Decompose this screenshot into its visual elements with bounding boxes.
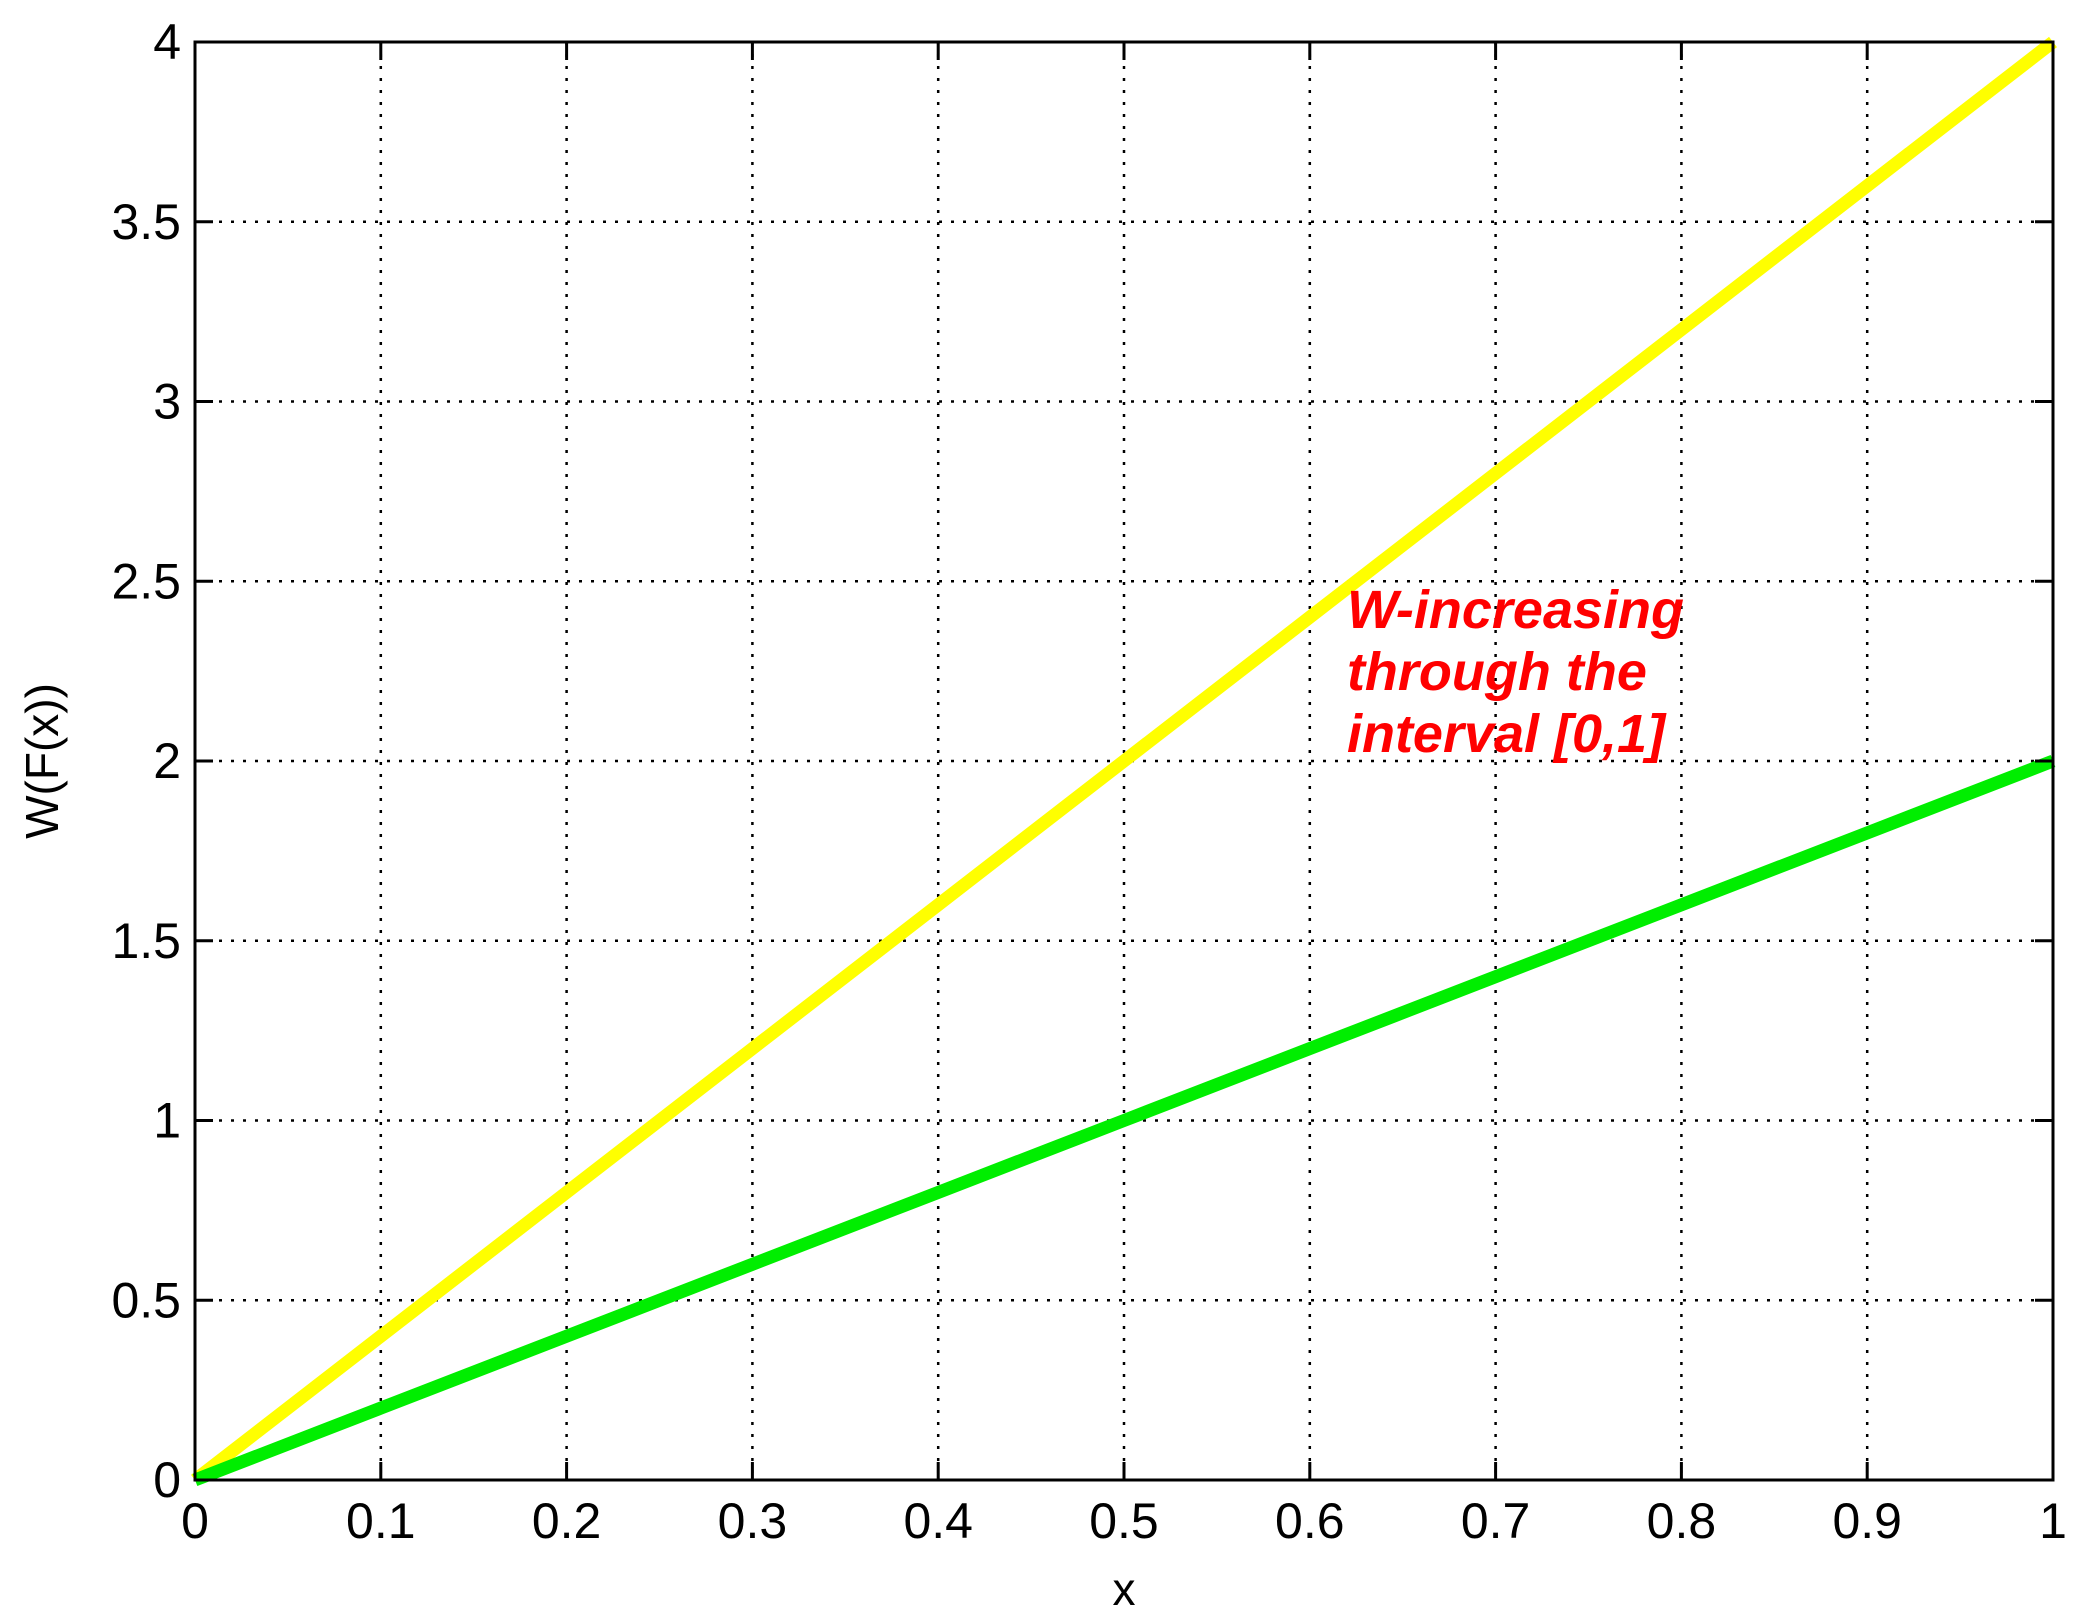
x-tick-label: 0.7: [1461, 1493, 1531, 1549]
x-tick-label: 0.2: [532, 1493, 602, 1549]
series-layer: [191, 36, 2057, 1487]
y-tick-label: 1.5: [111, 913, 181, 969]
y-tick-label: 4: [153, 14, 181, 70]
x-tick-label: 0.3: [718, 1493, 788, 1549]
y-tick-label: 3.5: [111, 194, 181, 250]
x-tick-label: 0: [181, 1493, 209, 1549]
grid: [195, 42, 2053, 1480]
annotation-text-line: interval [0,1]: [1347, 704, 1667, 764]
ticks: 0 0.1 0.2 0.3 0.4 0.5 0.6 0.7 0.8 0.9 1 0 0.5 1 1.5 2 2.…: [111, 14, 2066, 1549]
x-tick-label: 0.1: [346, 1493, 416, 1549]
series-line-1: [191, 36, 2057, 1486]
y-axis-label: W(F(x)): [16, 683, 68, 839]
x-tick-label: 0.5: [1089, 1493, 1159, 1549]
x-tick-label: 0.6: [1275, 1493, 1345, 1549]
y-tick-label: 0: [153, 1452, 181, 1508]
y-tick-label: 2: [153, 733, 181, 789]
y-tick-label: 1: [153, 1093, 181, 1149]
x-tick-label: 0.9: [1832, 1493, 1902, 1549]
x-tick-label: 1: [2039, 1493, 2067, 1549]
y-tick-label: 2.5: [111, 553, 181, 609]
series-line-2: [192, 754, 2056, 1487]
y-tick-label: 0.5: [111, 1272, 181, 1328]
annotation-text-line: through the: [1347, 642, 1647, 702]
y-tick-label: 3: [153, 374, 181, 430]
annotation-text-line: W-increasing: [1347, 580, 1684, 640]
x-tick-label: 0.8: [1647, 1493, 1717, 1549]
x-axis-label: x: [1113, 1563, 1136, 1615]
x-tick-label: 0.4: [903, 1493, 973, 1549]
